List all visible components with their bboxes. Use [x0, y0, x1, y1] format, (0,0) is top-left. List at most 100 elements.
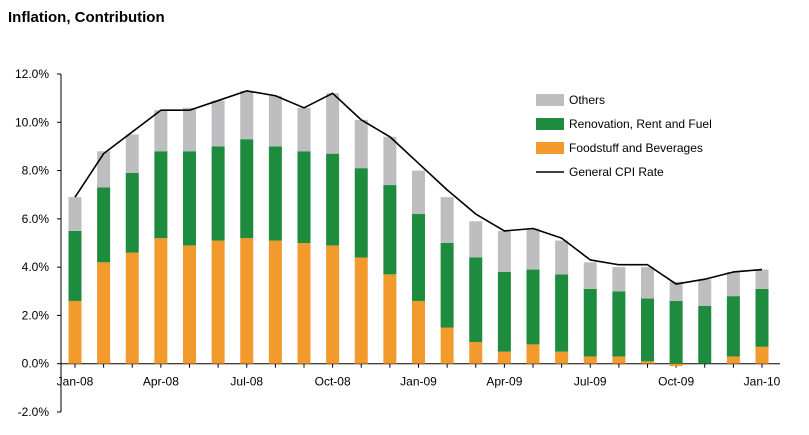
- bar-others: [755, 269, 769, 289]
- bar-foodstuff-and-beverages: [641, 361, 654, 364]
- bar-renovation-rent-and-fuel: [268, 146, 282, 241]
- bar-foodstuff-and-beverages: [612, 356, 626, 364]
- bar-foodstuff-and-beverages: [354, 257, 368, 364]
- y-tick-label: 2.0%: [22, 308, 50, 322]
- bar-renovation-rent-and-fuel: [97, 187, 111, 263]
- y-tick-label: 8.0%: [22, 164, 50, 178]
- bar-renovation-rent-and-fuel: [440, 243, 454, 328]
- x-tick-label: Oct-09: [658, 375, 694, 389]
- y-tick-label: 10.0%: [15, 115, 49, 129]
- bar-foodstuff-and-beverages: [726, 356, 740, 364]
- bar-foodstuff-and-beverages: [297, 243, 311, 364]
- bar-foodstuff-and-beverages: [555, 351, 569, 364]
- bar-renovation-rent-and-fuel: [698, 305, 712, 364]
- bar-others: [354, 119, 368, 169]
- legend-swatch-others: [536, 94, 564, 106]
- bar-renovation-rent-and-fuel: [526, 269, 540, 345]
- y-tick-label: 0.0%: [22, 357, 50, 371]
- bar-foodstuff-and-beverages: [383, 274, 397, 364]
- bar-renovation-rent-and-fuel: [583, 288, 597, 357]
- bar-renovation-rent-and-fuel: [755, 288, 769, 347]
- bar-others: [669, 281, 683, 301]
- bar-renovation-rent-and-fuel: [154, 151, 168, 239]
- bar-others: [68, 197, 82, 231]
- bar-others: [726, 271, 740, 297]
- bar-foodstuff-and-beverages: [526, 344, 540, 364]
- bar-renovation-rent-and-fuel: [240, 139, 254, 239]
- bar-renovation-rent-and-fuel: [669, 300, 683, 364]
- bar-foodstuff-and-beverages: [469, 341, 483, 364]
- bar-renovation-rent-and-fuel: [641, 298, 654, 362]
- bar-others: [326, 93, 340, 154]
- bar-foodstuff-and-beverages: [240, 238, 254, 364]
- bar-renovation-rent-and-fuel: [726, 296, 740, 357]
- bar-others: [612, 267, 626, 292]
- bar-others: [641, 267, 654, 299]
- bar-others: [297, 107, 311, 152]
- bar-renovation-rent-and-fuel: [211, 146, 225, 241]
- bar-others: [526, 228, 540, 270]
- bar-others: [698, 279, 712, 306]
- bar-foodstuff-and-beverages: [583, 356, 597, 364]
- x-tick-label: Jan-09: [400, 375, 437, 389]
- bar-renovation-rent-and-fuel: [555, 274, 569, 352]
- legend-swatch-renovation-rent-and-fuel: [536, 118, 564, 130]
- bar-others: [383, 136, 397, 186]
- legend: Others Renovation, Rent and Fuel Foodstuff…: [536, 93, 712, 179]
- x-tick-label: Apr-08: [143, 375, 179, 389]
- chart-title: Inflation, Contribution: [8, 9, 165, 26]
- x-tick-label: Apr-09: [486, 375, 522, 389]
- legend-label-foodstuff-and-beverages: Foodstuff and Beverages: [569, 141, 703, 155]
- x-tick-label: Jan-10: [744, 375, 781, 389]
- bar-foodstuff-and-beverages: [183, 245, 196, 364]
- bar-foodstuff-and-beverages: [326, 245, 340, 364]
- bar-others: [412, 170, 425, 215]
- bar-others: [469, 221, 483, 258]
- bar-renovation-rent-and-fuel: [297, 151, 311, 243]
- x-tick-label: Jan-08: [57, 375, 94, 389]
- bar-others: [211, 100, 225, 147]
- bar-foodstuff-and-beverages: [412, 300, 425, 364]
- cpi-line: [74, 90, 763, 285]
- bar-foodstuff-and-beverages: [125, 252, 139, 364]
- bars: [68, 90, 769, 367]
- bar-foodstuff-and-beverages: [440, 327, 454, 364]
- bar-foodstuff-and-beverages: [497, 351, 511, 364]
- bar-foodstuff-and-beverages: [211, 240, 225, 364]
- bar-renovation-rent-and-fuel: [383, 185, 397, 275]
- bar-others: [97, 151, 111, 188]
- bar-others: [268, 95, 282, 147]
- bar-renovation-rent-and-fuel: [497, 271, 511, 352]
- bar-foodstuff-and-beverages: [154, 238, 168, 364]
- bar-others: [583, 262, 597, 289]
- bar-foodstuff-and-beverages: [68, 300, 82, 364]
- x-tick-label: Oct-08: [315, 375, 351, 389]
- bar-others: [240, 90, 254, 140]
- bar-others: [183, 107, 196, 152]
- x-tick-label: Jul-08: [230, 375, 263, 389]
- bar-renovation-rent-and-fuel: [469, 257, 483, 342]
- legend-label-others: Others: [569, 93, 605, 107]
- y-tick-label: 6.0%: [22, 212, 50, 226]
- bar-others: [440, 197, 454, 243]
- bar-renovation-rent-and-fuel: [612, 291, 626, 357]
- legend-label-general-cpi-rate: General CPI Rate: [569, 165, 664, 179]
- bar-renovation-rent-and-fuel: [412, 214, 425, 301]
- bar-others: [154, 110, 168, 152]
- bar-renovation-rent-and-fuel: [68, 230, 82, 301]
- bar-others: [497, 230, 511, 272]
- bar-renovation-rent-and-fuel: [183, 151, 196, 246]
- y-tick-label: 12.0%: [15, 67, 49, 81]
- bar-others: [125, 134, 139, 173]
- bar-foodstuff-and-beverages: [669, 363, 683, 367]
- bar-renovation-rent-and-fuel: [354, 168, 368, 258]
- bar-others: [555, 240, 569, 275]
- y-tick-label: -2.0%: [18, 405, 50, 419]
- x-tick-label: Jul-09: [574, 375, 607, 389]
- y-tick-label: 4.0%: [22, 260, 50, 274]
- series-line-general-cpi-rate: [74, 90, 763, 285]
- bar-foodstuff-and-beverages: [97, 262, 111, 364]
- bar-renovation-rent-and-fuel: [326, 153, 340, 246]
- bar-foodstuff-and-beverages: [755, 346, 769, 364]
